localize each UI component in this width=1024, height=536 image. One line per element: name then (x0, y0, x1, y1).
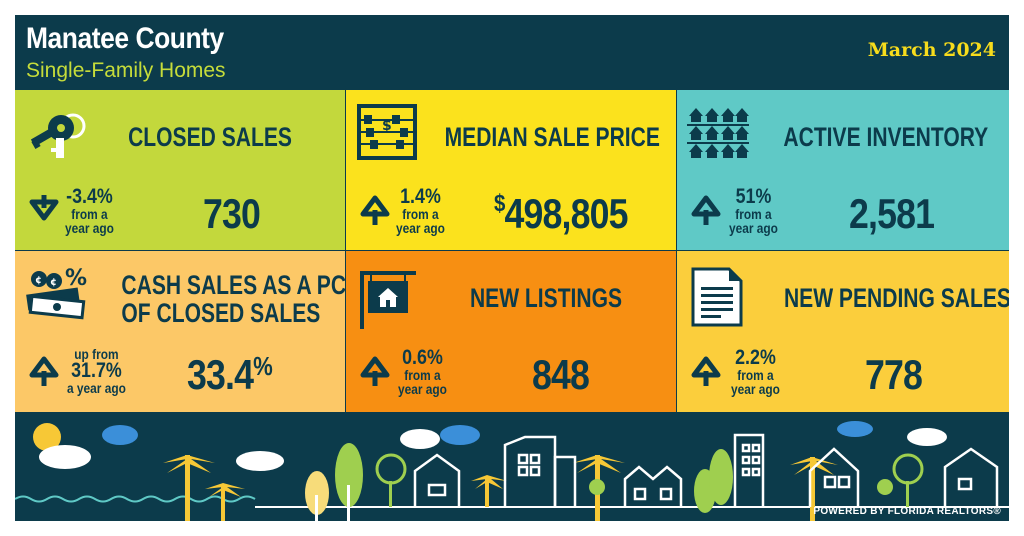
closed-sales-year-ago: year ago (65, 220, 114, 236)
svg-text:$: $ (382, 118, 392, 134)
median-sale-price-value: $498,805 (494, 190, 628, 238)
up-arrow-icon (360, 195, 390, 225)
cloud-icon (39, 421, 947, 471)
report-date: March 2024 (867, 39, 996, 61)
closed-sales-value: 730 (203, 190, 261, 237)
tile-median-sale-price: $ MEDIAN SALE PRICE 1.4% from a year ago… (346, 90, 676, 250)
tile-new-pending-sales: NEW PENDING SALES 2.2% from a year ago 7… (677, 251, 1009, 412)
svg-text:¢: ¢ (35, 275, 42, 286)
new-listings-from: from a (404, 367, 441, 383)
median-price-change: 1.4% from a year ago (396, 185, 445, 236)
palm-tree-icon (163, 455, 838, 521)
pending-sales-change: 2.2% from a year ago (731, 346, 780, 397)
active-inventory-change: 51% from a year ago (729, 185, 778, 236)
for-sale-sign-icon (360, 271, 416, 329)
water-waves (15, 495, 256, 503)
tile-closed-sales: CLOSED SALES -3.4% from a year ago 730 (15, 90, 345, 250)
median-price-amount: 498,805 (504, 190, 629, 237)
cash-sales-title-line2: OF CLOSED SALES (121, 298, 321, 328)
cash-sales-value: 33.4% (187, 351, 273, 399)
svg-text:¢: ¢ (50, 277, 57, 288)
closed-sales-change-pct: -3.4% (66, 185, 113, 208)
median-price-year-ago: year ago (396, 220, 445, 236)
pending-sales-year-ago: year ago (731, 381, 780, 397)
tile-active-inventory: ACTIVE INVENTORY 51% from a year ago 2,5… (677, 90, 1009, 250)
document-icon (691, 267, 743, 327)
new-listings-title: NEW LISTINGS (469, 283, 623, 313)
cash-sales-change: up from 31.7% a year ago (67, 347, 126, 395)
up-arrow-icon (691, 195, 721, 225)
cash-sales-year-ago: a year ago (67, 380, 126, 396)
median-price-change-pct: 1.4% (400, 185, 441, 208)
powered-by-credit: POWERED BY FLORIDA REALTORS® (813, 506, 1001, 517)
houses-grid-icon (687, 108, 749, 158)
new-pending-sales-value: 778 (865, 351, 923, 398)
active-inventory-year-ago: year ago (729, 220, 778, 236)
buildings (413, 433, 999, 507)
skyline-illustration (15, 421, 1009, 521)
new-listings-value: 848 (532, 351, 590, 398)
cash-sales-title: CASH SALES AS A PCT. OF CLOSED SALES (121, 270, 363, 328)
median-price-dollar-sign: $ (494, 190, 505, 217)
closed-sales-change: -3.4% from a year ago (65, 185, 114, 236)
new-listings-change-pct: 0.6% (402, 346, 443, 369)
up-arrow-icon (29, 356, 59, 386)
sun-icon (33, 423, 61, 451)
median-sale-price-title: MEDIAN SALE PRICE (444, 122, 660, 152)
svg-text:%: % (65, 266, 87, 291)
tile-new-listings: NEW LISTINGS 0.6% from a year ago 848 (346, 251, 676, 412)
cash-sales-percent-sign: % (253, 351, 273, 381)
active-inventory-value: 2,581 (849, 190, 935, 237)
active-inventory-change-pct: 51% (735, 185, 772, 208)
pending-sales-from: from a (737, 367, 774, 383)
page-subtitle: Single-Family Homes (26, 59, 226, 82)
down-arrow-icon (29, 195, 59, 221)
tree-icon (305, 443, 924, 521)
closed-sales-from: from a (71, 206, 108, 222)
cash-icon: ¢ ¢ % (26, 266, 87, 320)
header: Manatee County Single-Family Homes March… (15, 15, 1009, 90)
page-title: Manatee County (26, 22, 224, 55)
closed-sales-title: CLOSED SALES (128, 122, 292, 152)
pending-sales-change-pct: 2.2% (735, 346, 776, 369)
up-arrow-icon (360, 356, 390, 386)
active-inventory-title: ACTIVE INVENTORY (783, 122, 989, 152)
keys-icon (30, 113, 86, 158)
cash-sales-title-line1: CASH SALES AS A PCT. (121, 270, 363, 300)
cash-sales-number: 33.4 (187, 351, 254, 398)
median-price-from: from a (402, 206, 439, 222)
cash-sales-change-pct: 31.7% (71, 359, 122, 382)
abacus-icon: $ (357, 104, 417, 160)
cash-sales-up-from: up from (74, 346, 119, 362)
new-listings-year-ago: year ago (398, 381, 447, 397)
new-listings-change: 0.6% from a year ago (398, 346, 447, 397)
infographic-frame: Manatee County Single-Family Homes March… (15, 15, 1009, 521)
tile-cash-sales: ¢ ¢ % CASH SALES AS A PCT. OF CLOSED SAL… (15, 251, 363, 412)
active-inventory-from: from a (735, 206, 772, 222)
up-arrow-icon (691, 356, 721, 386)
new-pending-sales-title: NEW PENDING SALES (783, 283, 1009, 313)
